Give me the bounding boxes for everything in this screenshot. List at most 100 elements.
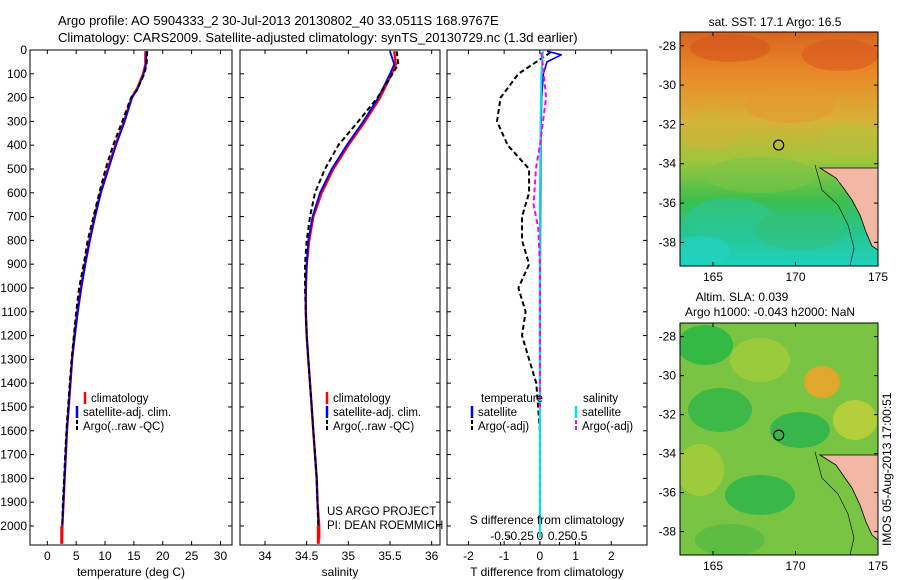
t-difference-x-axis: -2 -1 0 1 2: [463, 50, 615, 563]
x-tick-label: 0: [44, 549, 51, 563]
depth-tick-label: 400: [7, 138, 27, 152]
depth-tick-label: 500: [7, 162, 27, 176]
lat-tick-label: -30: [659, 78, 677, 92]
legend-temperature-title: temperature: [481, 393, 543, 405]
sla-map-title-line-2: Argo h1000: -0.043 h2000: NaN: [685, 305, 855, 319]
sst-longitude-axis: 165 170 175: [703, 32, 888, 284]
lat-tick-label: -38: [659, 235, 677, 249]
sla-shelf-contour: [814, 451, 855, 555]
header-line-2: Climatology: CARS2009. Satellite-adjuste…: [58, 30, 578, 45]
depth-tick-label: 1000: [0, 281, 27, 295]
legend-t-argo-label: Argo(-adj): [478, 421, 529, 433]
sst-latitude-axis: -28 -30 -32 -34 -36 -38: [659, 39, 878, 249]
temperature-axes-frame: [29, 49, 233, 546]
legend-climatology-label: climatology: [91, 393, 149, 405]
lat-tick-label: -30: [659, 369, 677, 383]
x-tick-label: 34: [258, 549, 272, 563]
argo-float-marker: [773, 429, 785, 441]
legend-s-argo-label: Argo(-adj): [582, 421, 633, 433]
sla-latitude-axis: -28 -30 -32 -34 -36 -38: [659, 330, 878, 539]
x-tick-label: 34.5: [295, 549, 319, 563]
salinity-legend: climatology satellite-adj. clim. Argo(..…: [325, 392, 421, 433]
x-tick-label: 35.5: [378, 549, 402, 563]
salinity-axes-frame: [239, 49, 441, 546]
x-tick-label: 2: [608, 549, 615, 563]
salinity-x-axis: 34 34.5 35 35.5 36: [258, 50, 439, 563]
x-tick-label: 0: [537, 549, 544, 563]
depth-tick-label: 200: [7, 91, 27, 105]
depth-tick-label: 1600: [0, 424, 27, 438]
salinity-x-label: salinity: [322, 565, 359, 579]
project-annotation: US ARGO PROJECT: [327, 506, 436, 518]
s-tick-label: -0.25: [507, 529, 535, 543]
temperature-panel: 0100200300400500600700800900100011001200…: [0, 43, 233, 579]
argo-float-marker: [773, 139, 785, 151]
difference-axes-frame: [446, 49, 648, 546]
x-tick-label: 30: [214, 549, 228, 563]
legend-climatology-label: climatology: [333, 393, 391, 405]
sst-map-frame: [679, 31, 879, 267]
depth-tick-label: 2000: [0, 519, 27, 533]
t-difference-x-label: T difference from climatology: [470, 565, 624, 579]
argo-line: [304, 51, 400, 527]
depth-tick-label: 1700: [0, 448, 27, 462]
sst-texture: [680, 34, 878, 264]
legend-s-satellite-label: satellite: [582, 407, 621, 419]
lat-tick-label: -28: [659, 39, 677, 53]
depth-tick-label: 300: [7, 114, 27, 128]
header-line-1: Argo profile: AO 5904333_2 30-Jul-2013 2…: [58, 13, 499, 28]
legend-argo-label: Argo(..raw -QC): [333, 421, 414, 433]
salinity-depth-ticks: [240, 49, 440, 527]
s-tick-label: -0.5: [490, 529, 511, 543]
lon-tick-label: 165: [703, 270, 723, 284]
legend-argo-label: Argo(..raw -QC): [83, 421, 164, 433]
salinity-panel: 34 34.5 35 35.5 36 salinity climatology sate…: [239, 49, 443, 579]
x-tick-label: 10: [98, 549, 112, 563]
legend-satellite-label: satellite-adj. clim.: [333, 407, 421, 419]
depth-tick-label: 1400: [0, 376, 27, 390]
depth-tick-label: 0: [20, 43, 27, 57]
legend-salinity-title: salinity: [583, 393, 618, 405]
s-argo-line: [532, 52, 548, 407]
satellite-line: [304, 50, 396, 538]
lon-tick-label: 175: [868, 270, 888, 284]
depth-tick-label: 1300: [0, 352, 27, 366]
pi-annotation: PI: DEAN ROEMMICH: [327, 520, 443, 532]
temperature-x-axis: 0 5 10 15 20 25 30: [44, 50, 227, 563]
sla-map-frame: [679, 322, 879, 556]
x-tick-label: -1: [499, 549, 510, 563]
depth-tick-label: 600: [7, 186, 27, 200]
lat-tick-label: -32: [659, 117, 677, 131]
lat-tick-label: -36: [659, 196, 677, 210]
lat-tick-label: -34: [659, 447, 677, 461]
depth-tick-label: 800: [7, 233, 27, 247]
lon-tick-label: 170: [785, 270, 805, 284]
x-tick-label: -2: [463, 549, 474, 563]
temperature-x-label: temperature (deg C): [77, 565, 185, 579]
x-tick-label: 20: [156, 549, 170, 563]
lat-tick-label: -32: [659, 408, 677, 422]
s-tick-label: 0.25: [548, 529, 572, 543]
lat-tick-label: -36: [659, 486, 677, 500]
sst-map-title: sat. SST: 17.1 Argo: 16.5: [709, 15, 842, 29]
lat-tick-label: -38: [659, 525, 677, 539]
x-tick-label: 25: [185, 549, 199, 563]
sst-map-panel: sat. SST: 17.1 Argo: 16.5 -28 -30 -32 -34 -3…: [659, 15, 889, 284]
sla-coastline: [818, 454, 878, 541]
lat-tick-label: -34: [659, 157, 677, 171]
sla-longitude-axis: 165 170 175: [703, 323, 888, 573]
depth-tick-label: 100: [7, 67, 27, 81]
depth-tick-label: 1100: [1, 305, 27, 319]
lon-tick-label: 165: [703, 559, 723, 573]
x-tick-label: 36: [425, 549, 439, 563]
lat-tick-label: -28: [659, 330, 677, 344]
difference-depth-ticks: [447, 49, 647, 527]
depth-tick-label: 900: [7, 257, 27, 271]
depth-tick-label: 700: [7, 210, 27, 224]
s-difference-label: S difference from climatology: [470, 513, 625, 527]
depth-axis: 0 100 200 300 400 500 600 700 800 900 1000 1100 1200…: [0, 43, 232, 533]
depth-tick-label: 1800: [0, 471, 27, 485]
s-tick-label: 0.5: [571, 529, 588, 543]
temperature-legend: climatology satellite-adj. clim. Argo(..…: [75, 392, 171, 433]
